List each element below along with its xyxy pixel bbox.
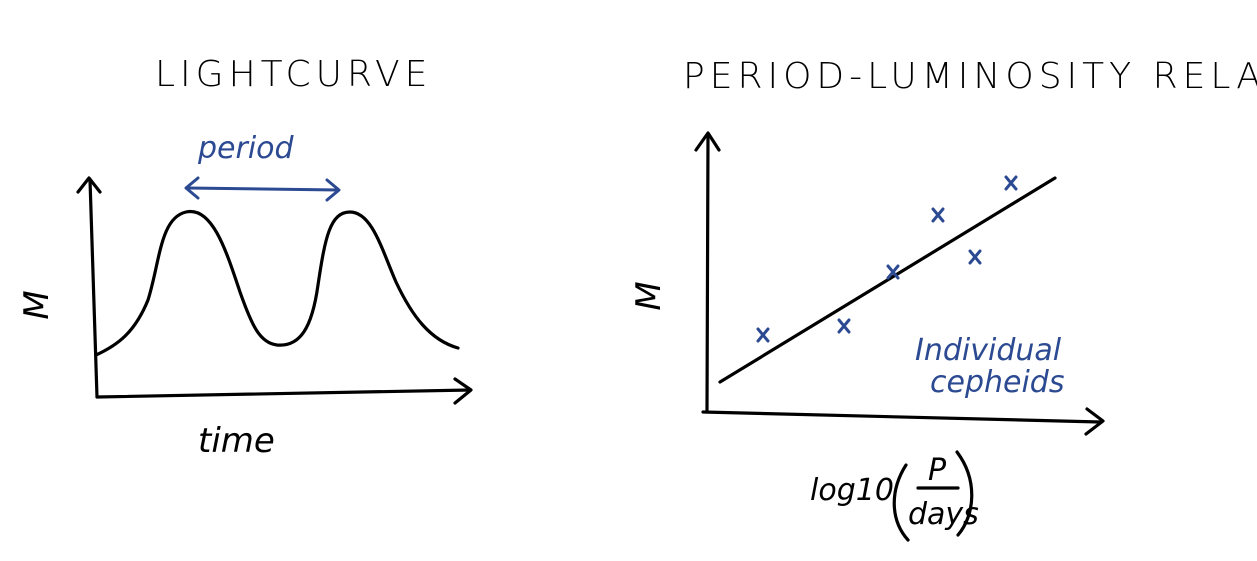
- pl-relation-panel: PERIOD-LUMINOSITY RELATION: [629, 56, 1257, 542]
- pl-annotation-line1: Individual: [915, 333, 1062, 368]
- cepheid-point: [931, 207, 945, 223]
- pl-y-axis: [705, 133, 710, 412]
- pl-x-label-denominator: days: [908, 497, 979, 532]
- lightcurve-title: LIGHTCURVE: [155, 54, 432, 95]
- pl-title: PERIOD-LUMINOSITY RELATION: [683, 56, 1257, 97]
- pl-x-label-prefix: log10: [810, 473, 894, 508]
- period-arrow-right-head: [325, 178, 341, 202]
- pl-y-label: M: [629, 281, 669, 310]
- cepheid-point: [756, 327, 770, 343]
- pl-data-points: [756, 175, 1018, 343]
- pl-annotation-line2: cepheids: [930, 365, 1064, 400]
- lightcurve-x-label: time: [198, 421, 275, 461]
- lightcurve-y-axis: [88, 178, 99, 399]
- pl-y-axis-arrowhead: [694, 131, 721, 152]
- cepheid-point: [886, 264, 900, 280]
- cepheid-point: [837, 318, 851, 334]
- period-arrow-left-head: [184, 176, 200, 200]
- pl-x-label-right-paren: [955, 450, 974, 537]
- lightcurve-x-axis-arrowhead: [453, 377, 473, 405]
- cepheid-point: [968, 249, 982, 265]
- cepheid-point: [1004, 175, 1018, 191]
- pl-x-axis: [701, 410, 1102, 424]
- pl-fit-line: [718, 176, 1057, 384]
- period-arrow: [186, 186, 340, 192]
- lightcurve-y-axis-arrowhead: [76, 176, 102, 194]
- pl-x-axis-arrowhead: [1084, 407, 1105, 436]
- pl-x-label-left-paren: [892, 463, 910, 542]
- pl-x-label-numerator: P: [928, 453, 947, 488]
- lightcurve-y-label: M: [17, 290, 57, 319]
- pl-x-label: log10 P days: [810, 450, 979, 542]
- lightcurve-panel: LIGHTCURVE period M time: [17, 54, 473, 461]
- lightcurve-curve: [94, 209, 460, 357]
- period-label: period: [197, 131, 295, 166]
- lightcurve-x-axis: [95, 388, 472, 399]
